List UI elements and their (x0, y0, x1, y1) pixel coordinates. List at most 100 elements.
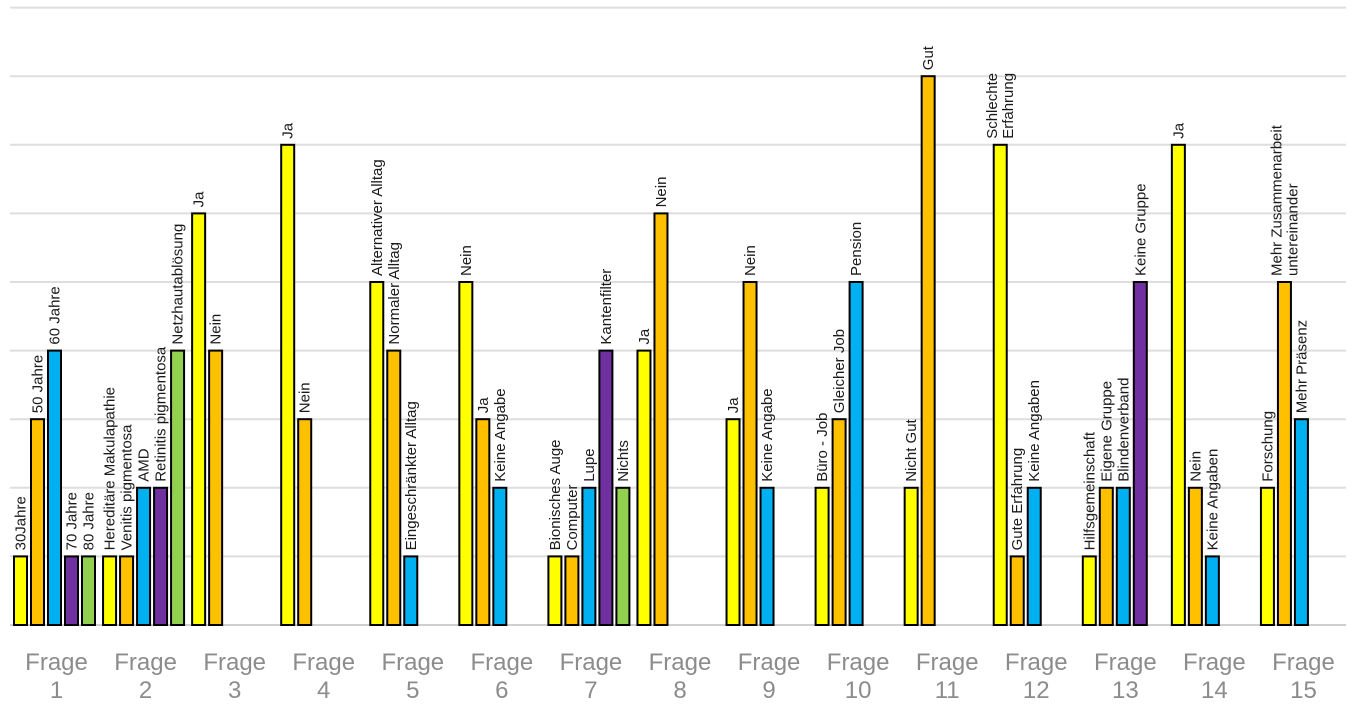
category-label: Frage 1 (25, 649, 88, 704)
category-label: Frage 10 (827, 649, 890, 704)
bar (848, 281, 864, 626)
bar (1098, 486, 1114, 626)
bar (386, 349, 402, 626)
bar-label: Eigene Gruppe (1098, 381, 1115, 482)
bar (1026, 486, 1042, 626)
bar (1259, 486, 1275, 626)
bar (1132, 281, 1148, 626)
bar (170, 349, 186, 626)
bar (458, 281, 474, 626)
bar (297, 418, 313, 627)
bar (81, 555, 96, 627)
category-label: Frage 2 (114, 649, 177, 704)
bar-label: Nein (1187, 451, 1204, 482)
bar (1187, 486, 1203, 626)
bar (475, 418, 491, 627)
bar-label: 50 Jahre (30, 355, 47, 413)
bar (369, 281, 385, 626)
category-label: Frage 6 (471, 649, 534, 704)
bar (903, 486, 919, 626)
bar-label: Lupe (581, 448, 598, 481)
bar-label: Hereditäre Makulapathie (102, 387, 119, 550)
bar-label: Ja (1170, 122, 1187, 139)
bar (280, 143, 296, 627)
bar-label: Nichts (615, 440, 632, 482)
bar (653, 212, 669, 626)
bar-label: Forschung (1259, 411, 1276, 482)
bar-label: Blindenverband (1115, 378, 1132, 482)
category-label: Frage 8 (649, 649, 712, 704)
category-label: Frage 3 (203, 649, 266, 704)
bar-label: Keine Angaben (1204, 449, 1221, 551)
bar-label: Gleicher Job (831, 329, 848, 413)
bar (492, 486, 508, 626)
bar-label: Mehr Präsenz (1293, 320, 1310, 413)
bar (547, 555, 563, 627)
bar-label: Keine Angaben (1026, 380, 1043, 482)
bar-label: Mehr Zusammenarbeituntereinander (1268, 124, 1301, 276)
bar-label: Nein (297, 382, 314, 413)
bar (831, 418, 847, 627)
bar-label: Nein (208, 314, 225, 345)
bar-label: Netzhautablösung (170, 224, 187, 345)
bar-label: Eingeschränkter Alltag (403, 401, 420, 550)
bar-label: Bionisches Auge (547, 439, 564, 550)
category-label: Frage 15 (1272, 649, 1335, 704)
bar-label: Nein (742, 245, 759, 276)
category-label: Frage 13 (1094, 649, 1157, 704)
bar-label: Ja (280, 122, 297, 139)
bar-label: Nein (653, 177, 670, 208)
bar (153, 486, 169, 626)
bar-label: Ja (725, 397, 742, 414)
bar-label: 70 Jahre (64, 492, 81, 550)
category-label: Frage 5 (381, 649, 444, 704)
bar (725, 418, 741, 627)
bar-label: Ja (475, 397, 492, 414)
bar-label: Alternativer Alltag (369, 159, 386, 276)
category-label: Frage 12 (1005, 649, 1068, 704)
gridlines (10, 6, 1346, 626)
bar (920, 75, 936, 626)
bar (30, 418, 45, 627)
bar (136, 486, 152, 626)
bar-label: Büro - Job (814, 413, 831, 482)
bar (119, 555, 135, 627)
category-labels: Frage 1 Frage 2 Frage 3 Frage 4 Frage 5 Frage 6 Frag… (25, 649, 1335, 704)
bar (564, 555, 580, 627)
bar (1293, 418, 1309, 627)
bar (102, 555, 118, 627)
bar (1204, 555, 1220, 627)
category-label: Frage 7 (560, 649, 623, 704)
bar (742, 281, 758, 626)
bar-label: Keine Angabe (759, 388, 776, 481)
bar (759, 486, 775, 626)
bar (814, 486, 830, 626)
bar (1009, 555, 1025, 627)
bar-label: Hilfsgemeinschaft (1081, 431, 1098, 550)
bar-label: 80 Jahre (81, 492, 98, 550)
bar-label: Pension (848, 222, 865, 276)
bar-label: Keine Gruppe (1132, 183, 1149, 276)
bar-label: Gut (920, 45, 937, 70)
bar-label: Ja (636, 328, 653, 345)
bar-label: AMD (136, 448, 153, 482)
bar-label: Kantenfilter (598, 269, 615, 345)
bar (191, 212, 207, 626)
category-label: Frage 9 (738, 649, 801, 704)
bar-label: Nein (458, 245, 475, 276)
category-label: Frage 14 (1183, 649, 1246, 704)
bar-label: Gute Erfahrung (1009, 448, 1026, 551)
bar (598, 349, 614, 626)
bar-label: Venitis pigmentosa (119, 424, 136, 551)
bar (47, 349, 62, 626)
bar (403, 555, 419, 627)
bar (208, 349, 224, 626)
bar (581, 486, 597, 626)
bar (1170, 143, 1186, 627)
category-label: Frage 4 (292, 649, 355, 704)
bar (1115, 486, 1131, 626)
bar-label: 30Jahre (13, 496, 30, 550)
bar (992, 143, 1008, 627)
